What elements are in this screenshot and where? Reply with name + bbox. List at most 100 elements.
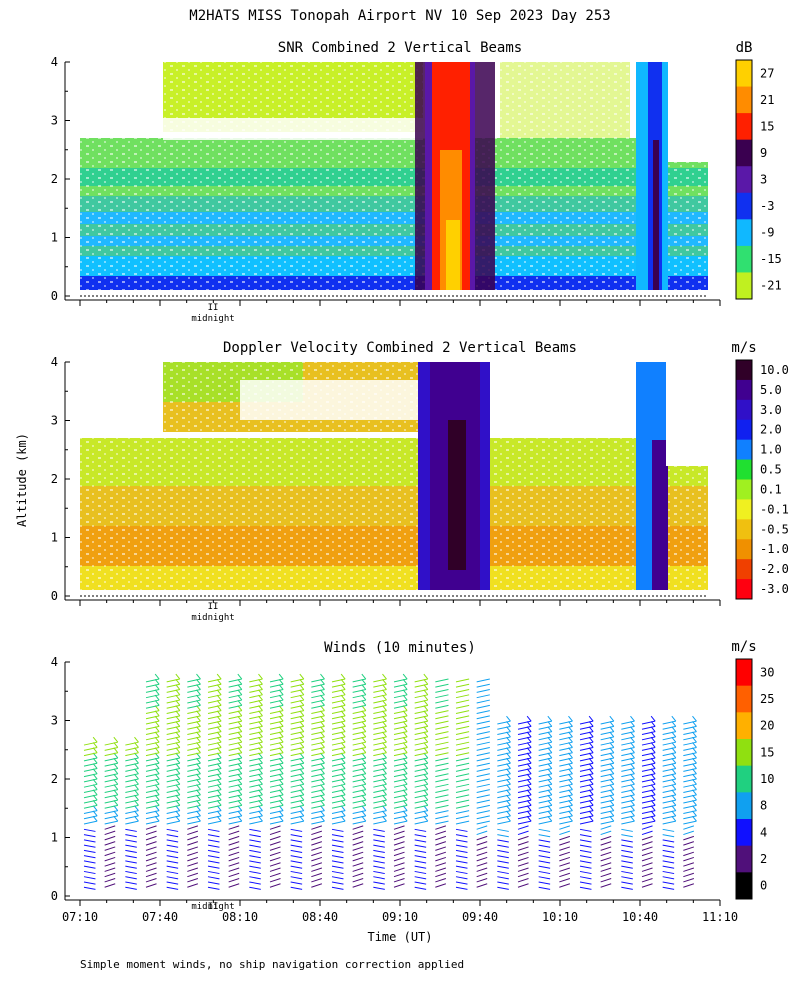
colorbar-label: -21 [760, 279, 782, 293]
wind-barb-flag [320, 673, 325, 680]
wind-barb [269, 810, 284, 815]
y-tick-label: 2 [51, 472, 58, 486]
wind-barb [517, 867, 529, 872]
x-tick-label: 11:10 [702, 910, 738, 924]
wind-barb [187, 878, 199, 883]
wind-barb [435, 794, 449, 799]
wind-barb [455, 855, 468, 859]
wind-barb [476, 773, 490, 778]
wind-barb [559, 804, 573, 809]
wind-barb-flag [382, 673, 387, 680]
wind-barb [476, 810, 490, 815]
wind-barb [683, 778, 697, 783]
snr-heatmap-field [80, 62, 708, 290]
wind-barb [228, 762, 242, 767]
wind-barb [207, 725, 222, 730]
wind-barb [373, 799, 387, 804]
wind-barb-flag [258, 673, 263, 680]
wind-barb [228, 856, 240, 862]
wind-barb [455, 876, 468, 880]
wind-barb [600, 830, 612, 836]
wind-barb [311, 699, 325, 704]
wind-barb [497, 834, 509, 838]
wind-barb [579, 778, 594, 783]
wind-barb [311, 720, 325, 725]
wind-barb [187, 867, 199, 872]
wind-barb [435, 878, 447, 883]
wind-barb [311, 725, 325, 730]
wind-barb [228, 778, 242, 783]
wind-barb [228, 683, 242, 688]
snr-x-ticks [79, 300, 721, 306]
wind-barb [125, 752, 139, 757]
wind-barb [538, 720, 552, 725]
wind-barb [373, 860, 385, 864]
wind-barb [579, 881, 592, 885]
wind-barb [290, 710, 304, 714]
wind-barb [621, 799, 635, 804]
wind-barb [249, 849, 261, 853]
wind-barb [414, 815, 428, 820]
wind-barb-flag [216, 673, 222, 680]
wind-barb [476, 683, 490, 688]
wind-barb [187, 851, 199, 857]
colorbar-label: 9 [760, 146, 767, 160]
wind-barb [621, 876, 633, 880]
wind-barb [207, 715, 222, 720]
wind-barb [414, 820, 428, 825]
wind-barb [641, 736, 656, 741]
wind-barb [83, 752, 98, 757]
colorbar-label: 21 [760, 93, 774, 107]
wind-barb [145, 778, 160, 783]
wind-barb [559, 794, 573, 799]
wind-barb [476, 867, 488, 872]
wind-barb [414, 870, 427, 875]
wind-barb [662, 773, 676, 778]
wind-barb [497, 849, 509, 853]
wind-barb [104, 768, 118, 772]
wind-barb [517, 731, 532, 736]
wind-barb [145, 746, 160, 751]
wind-barb [352, 762, 366, 767]
wind-barb [683, 720, 697, 725]
wind-barb [683, 851, 695, 857]
wind-barb [414, 752, 428, 757]
wind-barb [579, 834, 592, 838]
wind-barb [145, 731, 160, 736]
snr-right-column-core [653, 140, 659, 290]
wind-barb [600, 856, 612, 862]
wind-barb [559, 741, 573, 746]
wind-barb [641, 757, 656, 762]
wind-barb [435, 720, 449, 725]
wind-barb [290, 725, 304, 730]
wind-barb [393, 820, 408, 825]
colorbar-label: -1.0 [760, 542, 789, 556]
wind-barb [435, 694, 449, 699]
wind-barb [145, 841, 157, 846]
wind-barb [228, 768, 242, 772]
wind-barb [269, 835, 281, 841]
wind-barb [455, 710, 470, 714]
wind-barb [311, 810, 325, 815]
wind-barb [600, 835, 612, 841]
wind-barb [187, 768, 201, 772]
wind-barb [373, 886, 385, 890]
wind-barb [600, 846, 612, 851]
wind-barb [476, 789, 490, 793]
wind-barb [393, 694, 408, 699]
x-tick-label: 07:40 [142, 910, 178, 924]
wind-barb [145, 689, 160, 693]
wind-barb [290, 839, 303, 843]
wind-barb [683, 799, 697, 804]
wind-barb [393, 699, 408, 704]
wind-barb [290, 886, 303, 890]
wind-barb [662, 731, 676, 736]
wind-barb [621, 839, 633, 843]
wind-barb [559, 830, 571, 836]
wind-barb [352, 783, 366, 788]
wind-barb [352, 789, 366, 793]
wind-barb [125, 794, 139, 799]
wind-barb [269, 725, 284, 730]
wind-barb [290, 783, 304, 788]
